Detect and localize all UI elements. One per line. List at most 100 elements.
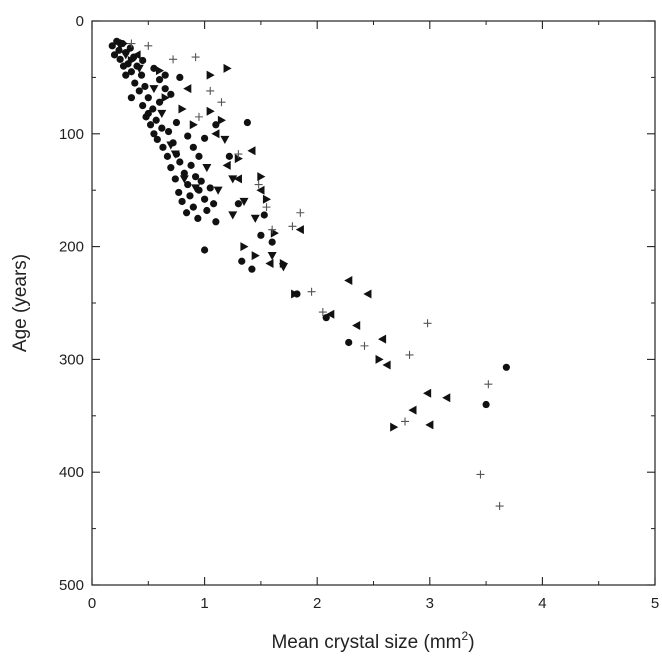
data-point-circle bbox=[139, 102, 147, 110]
data-point-triangle-right bbox=[189, 120, 198, 130]
data-point-triangle-down bbox=[170, 150, 180, 159]
data-point-circle bbox=[189, 143, 197, 151]
data-point-triangle-down bbox=[250, 214, 260, 223]
data-point-circle bbox=[146, 121, 155, 129]
y-tick-label: 500 bbox=[59, 577, 84, 594]
data-point-triangle-down bbox=[134, 64, 144, 73]
data-point-circle bbox=[127, 68, 136, 76]
x-tick-label: 0 bbox=[88, 595, 96, 612]
data-point-triangle-down bbox=[157, 109, 167, 118]
data-point-triangle-right bbox=[161, 93, 170, 103]
data-point-circle bbox=[212, 121, 220, 129]
data-point-circle bbox=[187, 161, 195, 169]
data-point-circle bbox=[172, 118, 181, 127]
data-point-circle bbox=[248, 265, 256, 273]
data-point-circle bbox=[144, 109, 152, 118]
data-point-circle bbox=[206, 184, 214, 192]
data-point-plus bbox=[191, 53, 200, 62]
data-point-plus bbox=[194, 112, 203, 121]
data-point-circle bbox=[155, 98, 164, 106]
data-point-triangle-right bbox=[240, 242, 249, 252]
data-point-circle bbox=[158, 124, 166, 132]
data-point-circle bbox=[180, 169, 188, 177]
data-point-circle bbox=[159, 143, 167, 151]
data-point-circle bbox=[189, 203, 197, 211]
data-point-triangle-right bbox=[217, 115, 226, 125]
data-point-plus bbox=[423, 319, 432, 328]
data-point-triangle-down bbox=[202, 164, 212, 173]
points-layer bbox=[108, 37, 510, 511]
data-point-triangle-down bbox=[166, 141, 176, 150]
x-tick-label: 5 bbox=[651, 595, 659, 612]
y-tick-label: 0 bbox=[76, 13, 84, 30]
data-point-circle bbox=[260, 211, 268, 219]
data-point-triangle-right bbox=[119, 39, 129, 49]
data-point-triangle-right bbox=[262, 194, 272, 204]
data-point-triangle-right bbox=[206, 106, 215, 116]
data-point-plus bbox=[234, 150, 243, 159]
data-point-plus bbox=[206, 86, 215, 95]
plot-frame bbox=[91, 20, 656, 586]
data-point-circle bbox=[345, 338, 353, 347]
data-point-circle bbox=[191, 173, 200, 181]
data-point-circle bbox=[210, 200, 218, 208]
data-point-plus bbox=[217, 98, 226, 107]
data-point-plus bbox=[484, 380, 493, 389]
x-axis-title-main: Mean crystal size (mm bbox=[271, 632, 461, 653]
data-point-circle bbox=[119, 62, 128, 70]
data-point-circle bbox=[243, 118, 251, 127]
data-point-triangle-down bbox=[121, 51, 131, 60]
data-point-triangle-left bbox=[408, 405, 417, 415]
data-point-triangle-right bbox=[178, 104, 187, 114]
data-point-circle bbox=[150, 130, 158, 138]
data-point-circle bbox=[144, 94, 152, 102]
data-point-triangle-left bbox=[378, 334, 387, 344]
data-point-triangle-down bbox=[149, 85, 159, 94]
data-point-triangle-left bbox=[247, 146, 256, 156]
data-point-circle bbox=[131, 79, 139, 87]
data-point-triangle-left bbox=[295, 225, 304, 235]
data-point-circle bbox=[164, 127, 173, 136]
data-point-triangle-right bbox=[279, 259, 288, 269]
data-point-plus bbox=[296, 208, 305, 217]
data-point-triangle-left bbox=[233, 174, 242, 184]
data-point-circle bbox=[212, 218, 220, 226]
data-point-circle bbox=[322, 314, 330, 322]
data-point-circle bbox=[195, 152, 203, 160]
data-point-triangle-left bbox=[256, 185, 265, 195]
data-point-circle bbox=[502, 363, 510, 371]
y-tick-label: 200 bbox=[59, 239, 84, 256]
data-point-triangle-right bbox=[257, 172, 266, 182]
data-point-triangle-right bbox=[390, 422, 399, 432]
data-point-triangle-right bbox=[206, 70, 215, 80]
data-point-plus bbox=[262, 203, 271, 212]
data-point-triangle-down bbox=[220, 135, 230, 144]
data-point-circle bbox=[155, 76, 164, 84]
data-point-circle bbox=[135, 87, 143, 95]
data-point-circle bbox=[127, 94, 136, 102]
data-point-circle bbox=[186, 192, 194, 200]
data-point-circle bbox=[161, 85, 169, 93]
y-tick-label: 300 bbox=[59, 351, 84, 368]
data-point-circle bbox=[137, 71, 146, 79]
x-tick-label: 1 bbox=[200, 595, 208, 612]
data-point-circle bbox=[268, 238, 276, 246]
data-point-circle bbox=[225, 152, 233, 160]
data-point-triangle-right bbox=[234, 154, 243, 164]
data-point-triangle-left bbox=[442, 393, 451, 403]
x-axis-title: Mean crystal size (mm2) bbox=[271, 629, 474, 653]
data-point-plus bbox=[169, 55, 178, 64]
data-point-triangle-down bbox=[239, 197, 249, 206]
data-point-triangle-left bbox=[211, 129, 220, 139]
data-point-triangle-left bbox=[222, 160, 231, 170]
ticks-layer: 0 1 2 3 4 5 0 100 200 300 400 500 bbox=[59, 13, 659, 612]
data-point-plus bbox=[360, 341, 369, 350]
data-point-triangle-left bbox=[132, 50, 141, 60]
data-point-circle bbox=[161, 71, 169, 79]
data-point-triangle-right bbox=[251, 251, 260, 261]
data-point-plus bbox=[144, 41, 153, 50]
data-point-circle bbox=[149, 105, 157, 113]
data-point-circle bbox=[234, 200, 242, 208]
